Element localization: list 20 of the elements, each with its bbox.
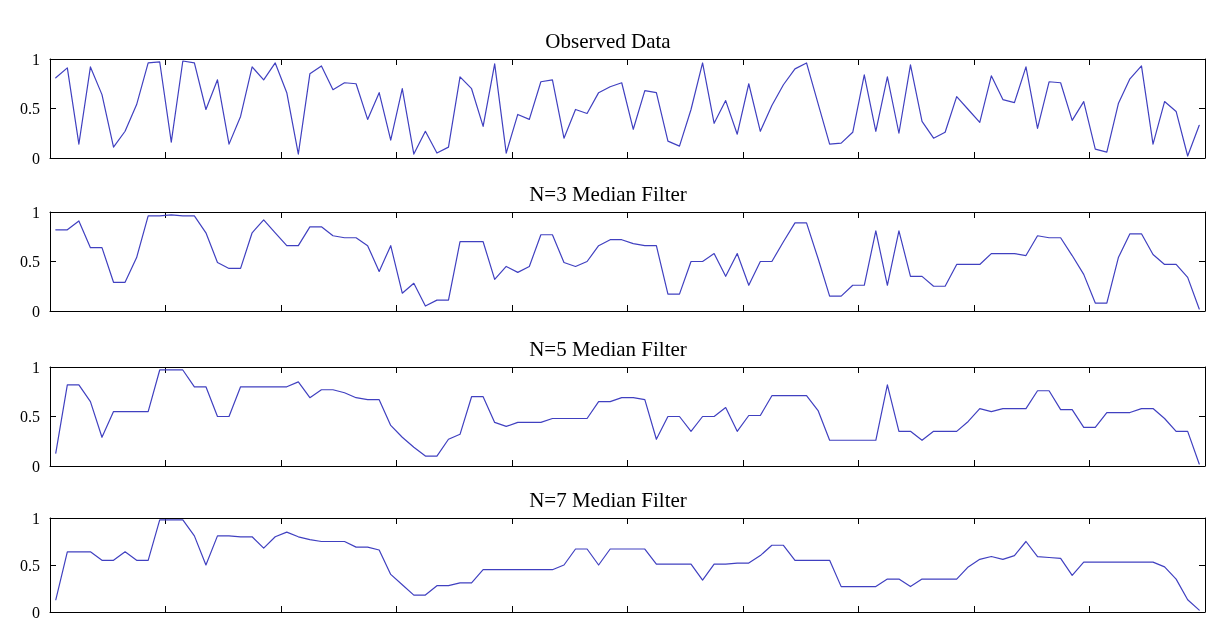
chart-title: N=3 Median Filter xyxy=(529,181,687,206)
chart-title: N=7 Median Filter xyxy=(529,487,687,512)
line-series xyxy=(55,60,1200,157)
chart-title: N=5 Median Filter xyxy=(529,336,687,361)
y-tick-label: 1 xyxy=(32,509,40,527)
y-tick-label: 0.5 xyxy=(20,100,40,117)
y-tick-label: 1 xyxy=(32,50,40,68)
y-tick-label: 1 xyxy=(32,203,40,221)
line-series xyxy=(55,369,1200,465)
y-tick-label: 0.5 xyxy=(20,556,40,574)
y-tick-label: 1 xyxy=(32,358,40,376)
y-tick-label: 0 xyxy=(32,603,40,620)
y-tick-label: 0 xyxy=(32,302,40,320)
y-tick-label: 0 xyxy=(32,149,40,167)
line-series xyxy=(55,214,1200,310)
y-tick-label: 0.5 xyxy=(20,253,40,270)
chart-title: Observed Data xyxy=(545,28,672,53)
y-tick-label: 0.5 xyxy=(20,408,40,425)
y-tick-label: 0 xyxy=(32,457,40,475)
line-series xyxy=(55,519,1200,611)
